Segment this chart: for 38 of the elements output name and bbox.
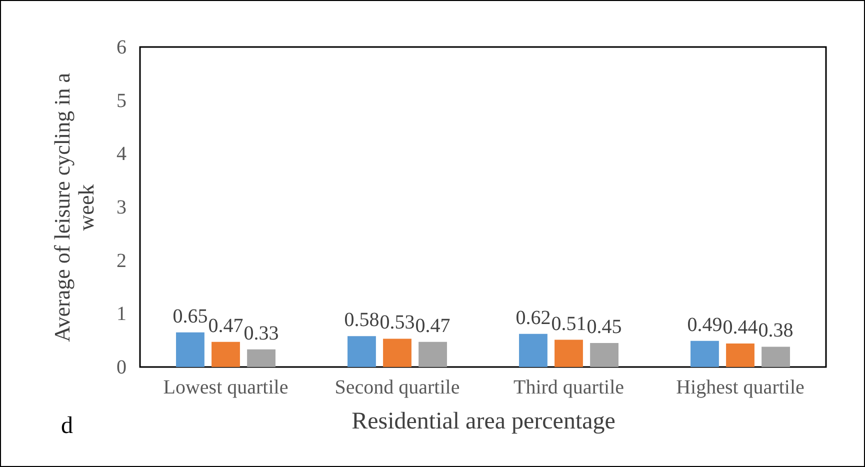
text: d xyxy=(61,413,73,440)
y-tick-label: 6 xyxy=(116,36,126,58)
x-tick-label: Second quartile xyxy=(334,376,460,398)
data-label: 0.58 xyxy=(344,309,380,332)
y-tick-label: 3 xyxy=(116,196,126,218)
y-tick-label: 1 xyxy=(116,303,126,326)
x-tick-label: Highest quartile xyxy=(676,376,805,398)
data-label: 0.38 xyxy=(758,320,794,342)
bar xyxy=(519,334,548,367)
data-label: 0.53 xyxy=(380,312,415,334)
bar xyxy=(590,343,618,367)
bar xyxy=(176,332,204,367)
data-label: 0.65 xyxy=(172,305,208,328)
x-axis-title: Residential area percentage xyxy=(352,408,616,434)
x-tick-label: Lowest quartile xyxy=(163,376,288,398)
x-tick-label: Third quartile xyxy=(513,376,624,398)
y-tick-label: 0 xyxy=(116,356,126,378)
bar xyxy=(418,342,447,367)
bar xyxy=(348,336,376,367)
y-axis-title: Average of leisure cycling in a week xyxy=(50,72,98,342)
y-tick-label: 4 xyxy=(116,143,126,166)
data-label: 0.49 xyxy=(687,314,722,336)
bar xyxy=(212,342,240,367)
data-label: 0.47 xyxy=(415,314,450,337)
bar xyxy=(247,349,276,367)
data-label: 0.62 xyxy=(516,306,551,329)
data-label: 0.44 xyxy=(722,316,758,339)
y-tick-label: 2 xyxy=(116,250,126,272)
bar xyxy=(726,344,754,367)
bar xyxy=(383,338,412,367)
data-label: 0.33 xyxy=(244,322,279,344)
data-label: 0.45 xyxy=(586,316,622,338)
y-tick-label: 5 xyxy=(116,90,126,112)
bar xyxy=(554,340,583,367)
bar xyxy=(690,340,719,367)
data-label: 0.51 xyxy=(551,312,586,335)
data-label: 0.47 xyxy=(208,314,244,337)
bar xyxy=(762,346,790,367)
